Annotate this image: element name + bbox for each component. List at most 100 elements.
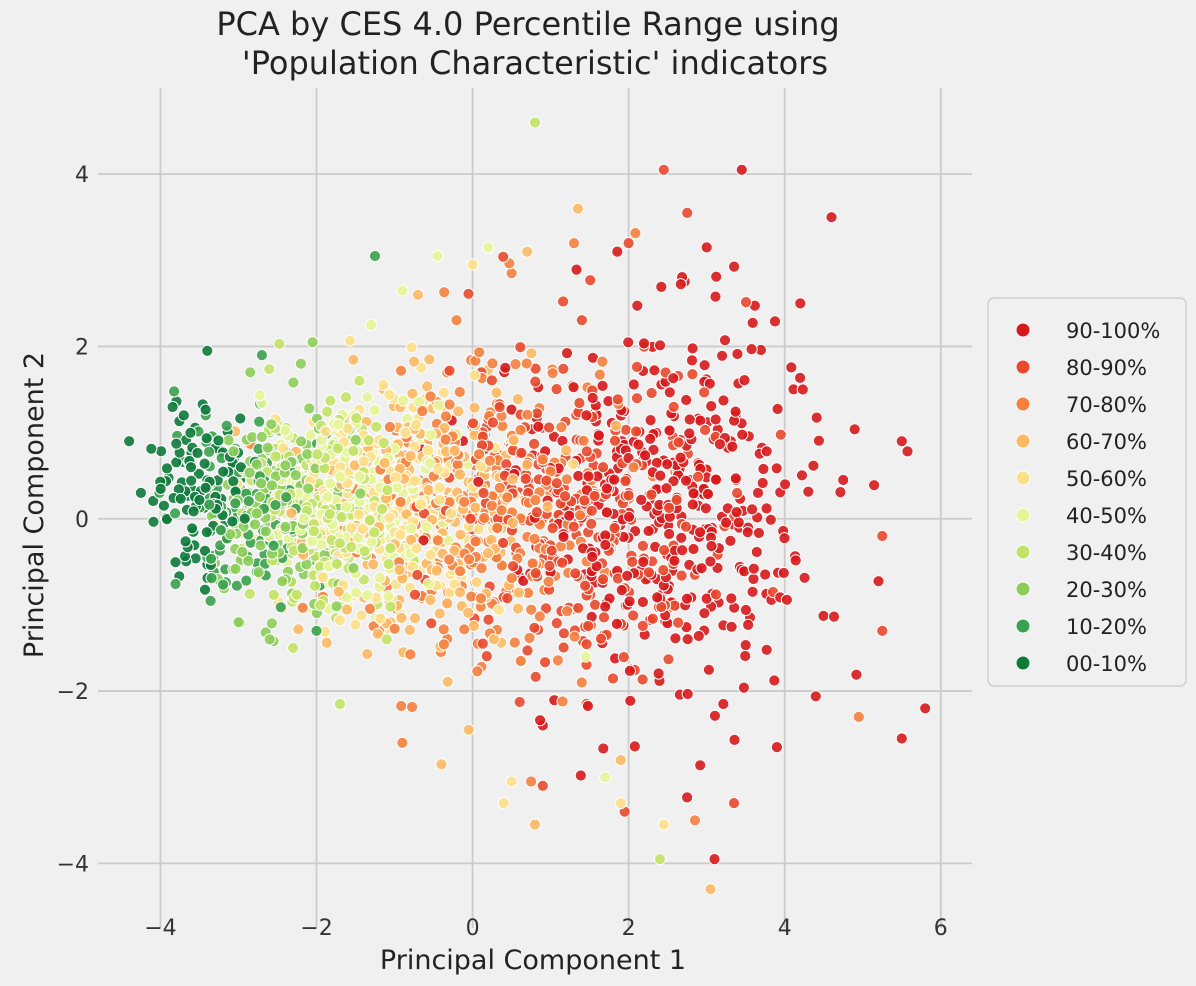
scatter-point bbox=[349, 618, 362, 631]
scatter-point bbox=[679, 520, 693, 533]
scatter-point bbox=[525, 603, 538, 616]
scatter-point bbox=[452, 405, 465, 418]
scatter-point bbox=[521, 245, 534, 258]
scatter-point bbox=[238, 512, 251, 525]
scatter-point bbox=[388, 622, 401, 635]
scatter-point bbox=[184, 461, 198, 474]
scatter-point bbox=[667, 372, 680, 385]
scatter-point bbox=[895, 732, 908, 745]
scatter-point bbox=[399, 426, 412, 439]
x-tick-label: −4 bbox=[144, 916, 176, 941]
scatter-point bbox=[482, 613, 495, 626]
scatter-point bbox=[491, 521, 504, 535]
scatter-point bbox=[310, 624, 323, 637]
scatter-point bbox=[574, 769, 587, 782]
scatter-point bbox=[561, 605, 574, 618]
scatter-point bbox=[464, 512, 477, 525]
scatter-point bbox=[492, 603, 505, 617]
scatter-point bbox=[611, 393, 624, 406]
scatter-point bbox=[332, 418, 345, 431]
scatter-point bbox=[532, 420, 545, 433]
scatter-point bbox=[614, 797, 627, 810]
scatter-point bbox=[253, 389, 266, 402]
scatter-point bbox=[848, 423, 861, 436]
scatter-point bbox=[236, 545, 249, 559]
scatter-point bbox=[699, 423, 712, 437]
scatter-point bbox=[757, 462, 770, 476]
scatter-point bbox=[463, 553, 476, 566]
scatter-point bbox=[200, 526, 213, 539]
scatter-point bbox=[523, 631, 536, 645]
scatter-point bbox=[356, 522, 369, 536]
scatter-point bbox=[243, 587, 256, 601]
scatter-point bbox=[663, 501, 676, 514]
scatter-point bbox=[657, 163, 670, 176]
scatter-point bbox=[411, 568, 424, 582]
scatter-point bbox=[437, 638, 450, 651]
scatter-point bbox=[594, 632, 608, 645]
scatter-point bbox=[581, 699, 595, 713]
scatter-point bbox=[727, 797, 741, 810]
scatter-point bbox=[405, 341, 418, 354]
scatter-point bbox=[675, 569, 688, 582]
scatter-point bbox=[556, 695, 569, 708]
scatter-point bbox=[279, 424, 292, 437]
scatter-point bbox=[475, 562, 488, 575]
scatter-point bbox=[279, 520, 292, 533]
scatter-point bbox=[683, 427, 696, 440]
legend-label: 10-20% bbox=[1066, 615, 1147, 639]
scatter-point bbox=[596, 379, 609, 392]
x-tick-label: −2 bbox=[300, 916, 332, 941]
scatter-point bbox=[672, 616, 685, 629]
scatter-point bbox=[361, 647, 374, 661]
scatter-point bbox=[185, 474, 198, 487]
scatter-point bbox=[713, 438, 727, 451]
scatter-point bbox=[350, 586, 363, 599]
scatter-point bbox=[642, 524, 655, 538]
scatter-point bbox=[637, 555, 650, 569]
scatter-point bbox=[563, 509, 576, 522]
scatter-point bbox=[373, 571, 386, 584]
scatter-point bbox=[499, 361, 512, 374]
scatter-point bbox=[687, 542, 700, 556]
scatter-point bbox=[752, 526, 766, 540]
scatter-point bbox=[608, 522, 621, 535]
legend-label: 90-100% bbox=[1066, 319, 1160, 343]
scatter-point bbox=[232, 616, 245, 629]
scatter-point bbox=[397, 394, 410, 407]
scatter-point bbox=[636, 539, 650, 553]
scatter-point bbox=[192, 467, 205, 480]
scatter-point bbox=[474, 592, 487, 605]
scatter-point bbox=[777, 566, 790, 580]
scatter-point bbox=[834, 486, 847, 499]
scatter-point bbox=[852, 710, 865, 724]
scatter-point bbox=[255, 430, 268, 443]
x-tick-labels: −4 −2 0 2 4 6 bbox=[144, 916, 948, 941]
scatter-point bbox=[514, 341, 527, 354]
scatter-point bbox=[476, 637, 489, 650]
scatter-point bbox=[169, 507, 182, 520]
legend-box bbox=[987, 297, 1187, 687]
scatter-point bbox=[424, 548, 437, 562]
scatter-point bbox=[610, 617, 624, 631]
x-tick-label: 0 bbox=[466, 916, 480, 941]
scatter-point bbox=[746, 316, 759, 329]
scatter-point bbox=[405, 522, 418, 535]
scatter-point bbox=[501, 592, 514, 605]
scatter-point bbox=[701, 487, 715, 501]
y-tick-label: −2 bbox=[57, 680, 89, 705]
scatter-point bbox=[303, 402, 316, 415]
scatter-point bbox=[742, 618, 755, 632]
scatter-point bbox=[417, 534, 430, 547]
scatter-point bbox=[600, 506, 614, 519]
scatter-point bbox=[652, 667, 665, 680]
scatter-point bbox=[204, 552, 218, 565]
scatter-point bbox=[675, 531, 688, 544]
scatter-point bbox=[409, 418, 423, 431]
scatter-point bbox=[630, 392, 644, 405]
scatter-point bbox=[728, 260, 741, 273]
scatter-point bbox=[308, 579, 321, 592]
scatter-point bbox=[709, 473, 723, 486]
scatter-point bbox=[619, 475, 632, 488]
scatter-point bbox=[431, 534, 444, 547]
